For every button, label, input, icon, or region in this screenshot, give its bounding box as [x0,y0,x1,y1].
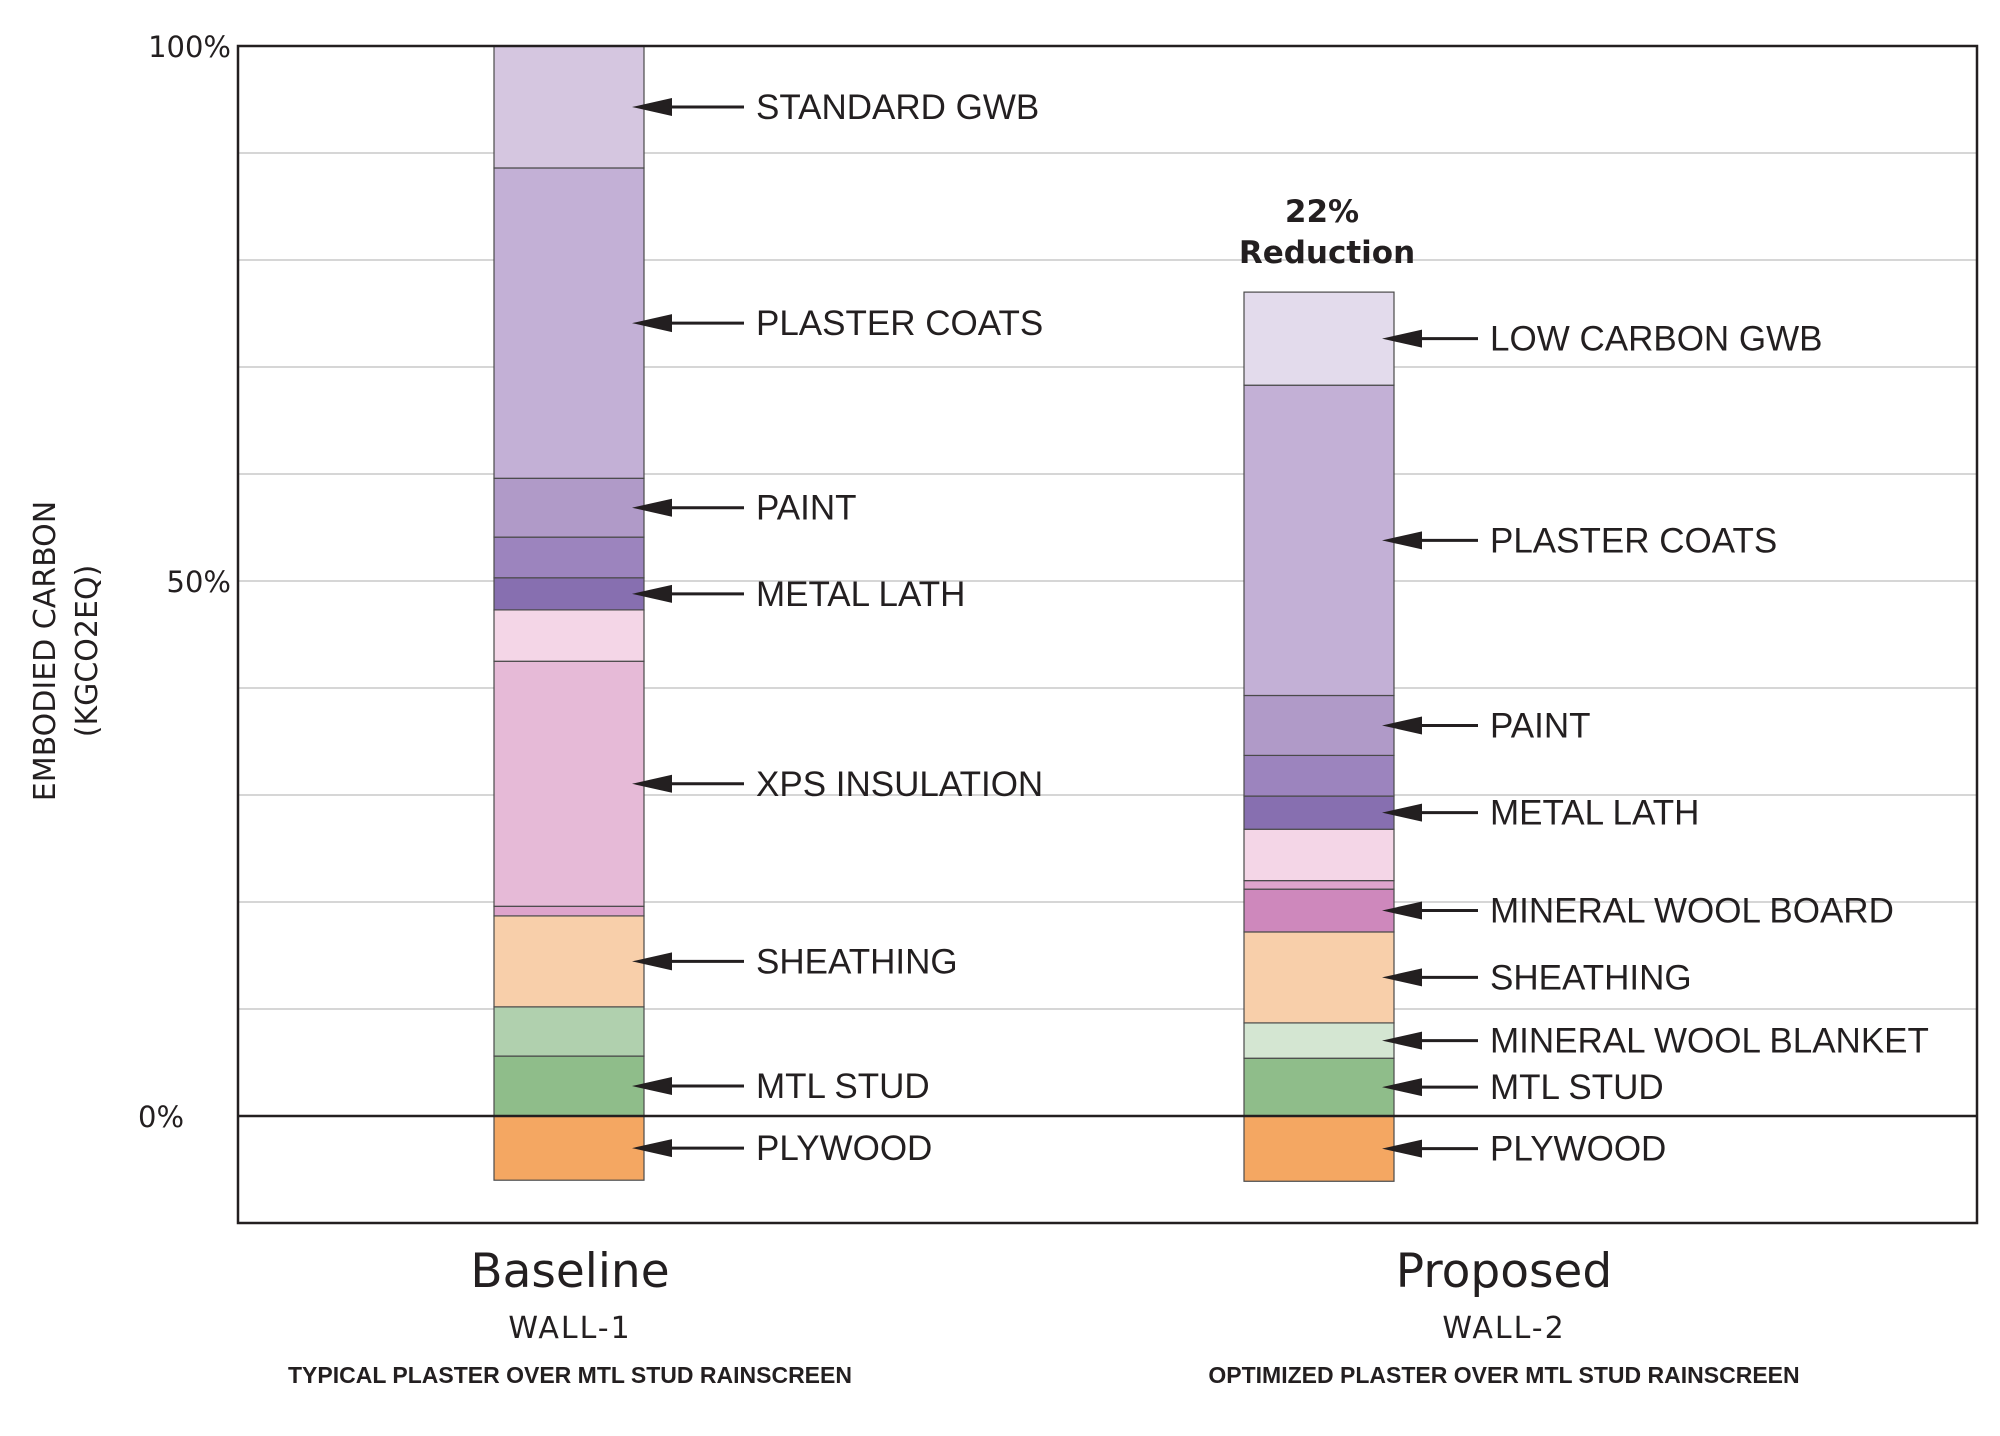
segment-label: PLYWOOD [756,1129,932,1168]
arrow-icon [1382,1031,1478,1050]
segment-label: PLYWOOD [1490,1130,1666,1169]
bar-segment [493,915,645,1008]
bar-segment [1243,384,1395,697]
reduction-annotation-label: Reduction [1239,235,1415,271]
bars [493,45,1395,1182]
wall-code: WALL-1 [508,1311,631,1346]
bar-segment [493,167,645,479]
segment-label: MINERAL WOOL BOARD [1490,892,1894,931]
segment-labels: PLYWOOD MTL STUD SHEATHING XPS INSULATION ME… [632,88,1929,1169]
arrow-icon [1382,1078,1478,1097]
segment-label: METAL LATH [1490,794,1699,833]
bar-segment [1243,1115,1395,1182]
arrow-icon [632,97,744,116]
bar-segment [1243,694,1395,757]
arrow-icon [632,584,744,603]
arrow-icon [1382,716,1478,735]
y-ticks: 100% 50% 0% [138,30,231,1134]
bar-segment [1243,931,1395,1024]
bar-segment [493,1006,645,1057]
bar-segment [1243,828,1395,882]
bar-segment [493,1115,645,1181]
y-tick-label: 0% [138,1100,184,1134]
segment-label: SHEATHING [756,942,958,981]
bar-segment [1243,1057,1395,1117]
arrow-icon [632,314,744,333]
segment-label: PLASTER COATS [756,304,1043,343]
segment-label: MTL STUD [1490,1068,1664,1107]
wall-code: WALL-2 [1442,1311,1565,1346]
bar-segment [493,609,645,662]
bar-segment [493,577,645,611]
bar-segment [1243,888,1395,933]
category-label: Baseline [470,1244,669,1299]
segment-label: METAL LATH [756,575,965,614]
bar-segment [1243,291,1395,386]
bar-segment [1243,795,1395,830]
segment-label: PAINT [756,489,856,528]
bar-segment [493,536,645,579]
arrow-icon [1382,901,1478,920]
bar-segment [493,1055,645,1117]
arrow-icon [1382,531,1478,550]
segment-label: LOW CARBON GWB [1490,320,1823,359]
arrow-icon [632,774,744,793]
wall-description: TYPICAL PLASTER OVER MTL STUD RAINSCREEN [288,1362,852,1388]
segment-label: MINERAL WOOL BLANKET [1490,1022,1929,1061]
y-tick-label: 100% [148,30,231,64]
bar-segment [493,477,645,538]
bar-segment [493,45,645,169]
segment-label: MTL STUD [756,1067,930,1106]
bar-segment [1243,754,1395,797]
y-axis-title-unit: (KGCO2EQ) [70,565,105,738]
arrow-icon [1382,803,1478,822]
category-label: Proposed [1396,1244,1612,1299]
segment-label: XPS INSULATION [756,765,1043,804]
y-tick-label: 50% [167,565,231,599]
wall-description: OPTIMIZED PLASTER OVER MTL STUD RAINSCRE… [1208,1362,1799,1388]
arrow-icon [1382,968,1478,987]
bar-segment [1243,1022,1395,1059]
segment-label: SHEATHING [1490,958,1692,997]
reduction-annotation-value: 22% [1285,194,1359,230]
segment-label: PAINT [1490,706,1590,745]
bar-segment [493,905,645,917]
segment-label: PLASTER COATS [1490,521,1777,560]
arrow-icon [1382,1139,1478,1158]
arrow-icon [632,952,744,971]
arrow-icon [632,1077,744,1096]
bar-segment [1243,879,1395,890]
bar-segment [493,660,645,907]
arrow-icon [632,498,744,517]
y-axis-title: EMBODIED CARBON [28,501,63,801]
category-labels: Baseline WALL-1 TYPICAL PLASTER OVER MTL S… [288,1244,1800,1388]
plot-frame [236,44,1979,1225]
arrow-icon [1382,329,1478,348]
segment-label: STANDARD GWB [756,88,1039,127]
arrow-icon [632,1139,744,1158]
